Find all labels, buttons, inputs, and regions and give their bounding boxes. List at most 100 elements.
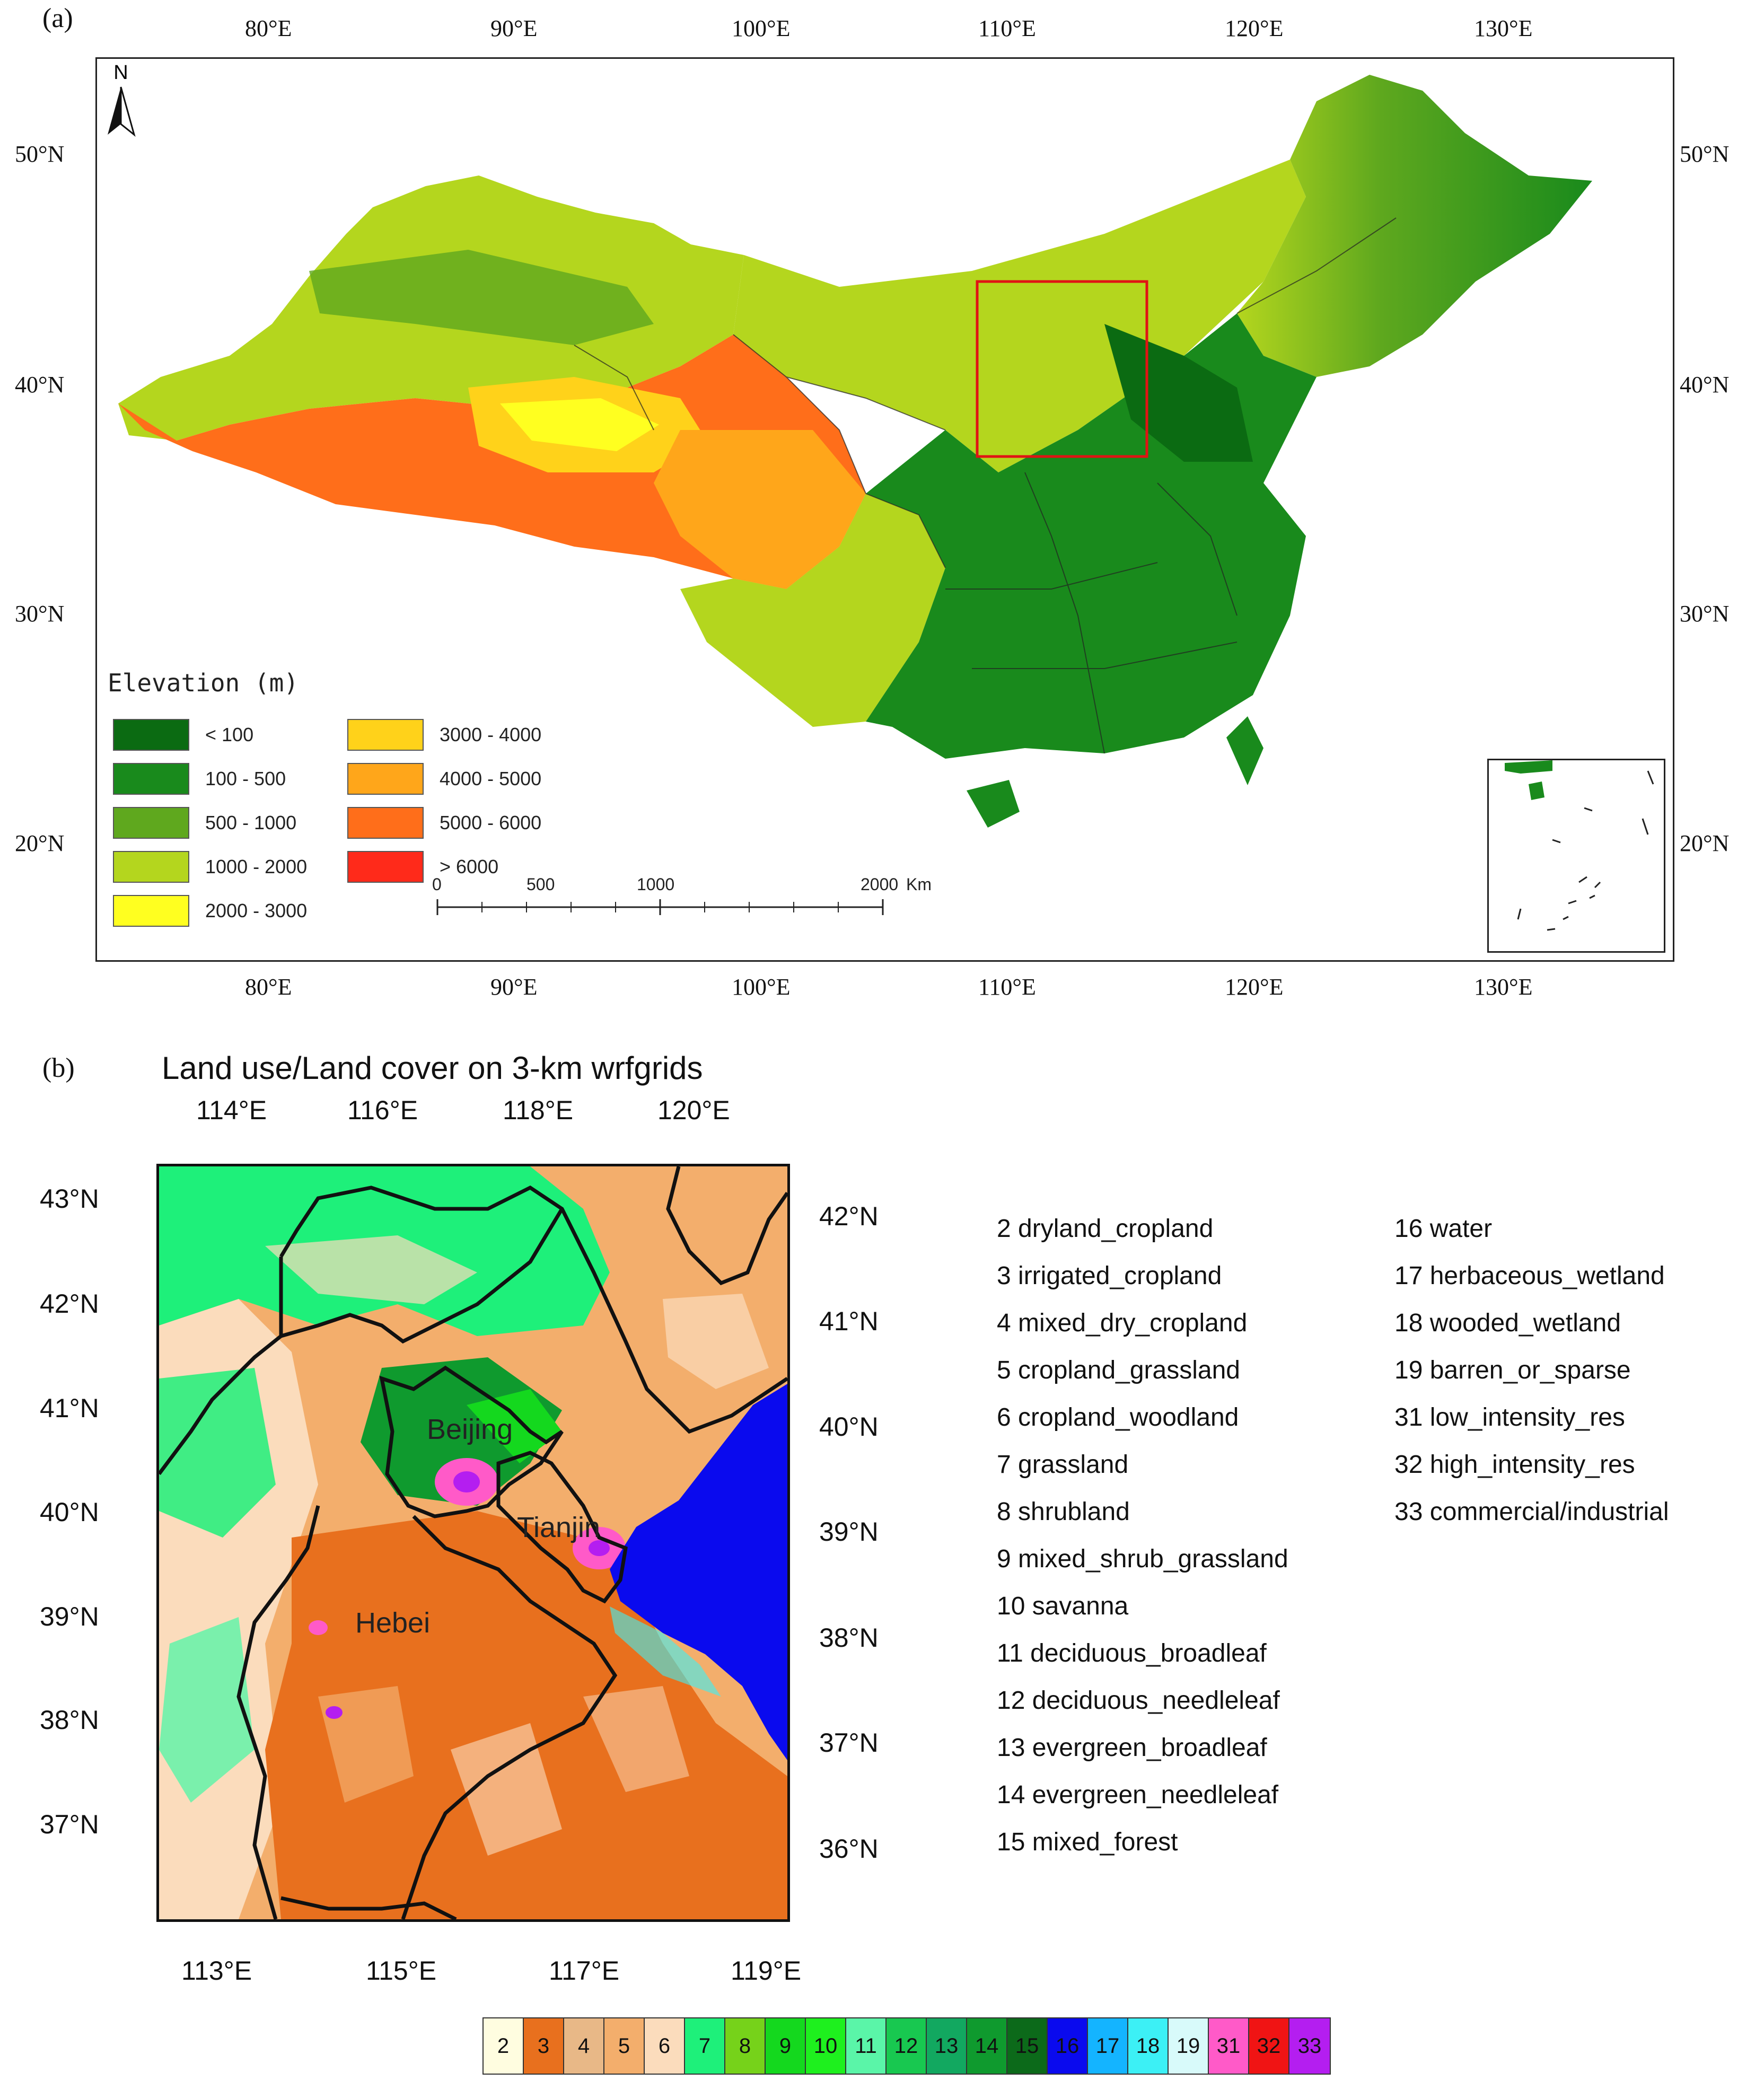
class-item: 8 shrubland [997, 1498, 1130, 1526]
colorbar-cell: 16 [1048, 2018, 1088, 2074]
lat-tick: 42°N [819, 1201, 879, 1231]
lat-tick: 38°N [819, 1623, 879, 1653]
lon-tick: 114°E [196, 1095, 267, 1125]
colorbar-cell: 6 [645, 2018, 685, 2074]
legend-item: 3000 - 4000 [347, 719, 541, 751]
legend-title: Elevation (m) [108, 669, 299, 697]
class-item: 31 low_intensity_res [1394, 1403, 1625, 1432]
lon-tick: 90°E [490, 974, 538, 1000]
lat-tick: 39°N [819, 1517, 879, 1547]
legend-item-label: 2000 - 3000 [205, 900, 308, 921]
north-arrow: N [102, 62, 139, 140]
legend-swatch [113, 719, 189, 751]
scale-label: 1000 [637, 875, 675, 894]
legend-item-label: < 100 [205, 724, 254, 745]
lat-tick: 20°N [1680, 830, 1730, 856]
lat-tick: 39°N [40, 1602, 99, 1631]
lat-tick: 40°N [819, 1412, 879, 1442]
class-item: 32 high_intensity_res [1394, 1451, 1635, 1479]
class-item: 16 water [1394, 1215, 1493, 1243]
class-item: 33 commercial/industrial [1394, 1498, 1669, 1526]
class-item: 7 grassland [997, 1451, 1129, 1479]
scale-unit: Km [906, 875, 932, 894]
legend-swatch [113, 895, 189, 927]
place-label-beijing: Beijing [427, 1413, 513, 1445]
colorbar-cell: 19 [1169, 2018, 1209, 2074]
colorbar-cell: 31 [1209, 2018, 1249, 2074]
class-item: 13 evergreen_broadleaf [997, 1734, 1267, 1762]
elevation-legend: Elevation (m) [108, 669, 299, 697]
colorbar-cell: 18 [1128, 2018, 1169, 2074]
class-item: 11 deciduous_broadleaf [997, 1639, 1267, 1667]
lon-tick: 80°E [245, 15, 292, 41]
lon-tick: 100°E [732, 15, 791, 41]
legend-item-label: > 6000 [440, 856, 499, 877]
lat-tick: 37°N [40, 1810, 99, 1839]
colorbar-cell: 3 [524, 2018, 564, 2074]
landuse-map: Beijing Tianjin Hebei [156, 1164, 790, 1922]
colorbar-cell: 9 [766, 2018, 806, 2074]
colorbar-cell: 33 [1289, 2018, 1330, 2074]
north-arrow-icon [108, 86, 136, 137]
lat-tick: 40°N [40, 1497, 99, 1527]
china-elevation-svg [118, 75, 1592, 828]
class-item: 4 mixed_dry_cropland [997, 1309, 1248, 1337]
colorbar-cell: 11 [846, 2018, 887, 2074]
landuse-colorbar: 2 3 4 5 6 7 8 9 10 11 12 13 14 15 16 17 18 19 31 32 33 [482, 2017, 1331, 2075]
lon-tick: 130°E [1474, 15, 1533, 41]
legend-swatch [347, 719, 424, 751]
province-borders-b [159, 1166, 787, 1919]
legend-item: 5000 - 6000 [347, 807, 541, 839]
class-item: 10 savanna [997, 1592, 1129, 1620]
lon-tick: 118°E [503, 1095, 574, 1125]
colorbar-cell: 17 [1088, 2018, 1128, 2074]
legend-item: 500 - 1000 [113, 807, 296, 839]
lon-tick: 110°E [978, 15, 1036, 41]
lon-tick: 115°E [366, 1956, 437, 1986]
class-item: 15 mixed_forest [997, 1828, 1178, 1856]
lat-tick: 40°N [1680, 372, 1730, 398]
place-label-hebei: Hebei [355, 1607, 431, 1639]
class-item: 19 barren_or_sparse [1394, 1356, 1631, 1384]
legend-item: < 100 [113, 719, 253, 751]
scale-label: 500 [526, 875, 555, 894]
legend-item: 2000 - 3000 [113, 895, 307, 927]
colorbar-cell: 2 [484, 2018, 524, 2074]
legend-swatch [113, 851, 189, 883]
colorbar-cell: 8 [725, 2018, 766, 2074]
legend-item-label: 3000 - 4000 [440, 724, 542, 745]
colorbar-cell: 14 [967, 2018, 1007, 2074]
class-item: 9 mixed_shrub_grassland [997, 1545, 1288, 1573]
study-area-box [976, 280, 1148, 458]
qaidam-highlands [500, 398, 659, 451]
legend-swatch [347, 851, 424, 883]
legend-swatch [347, 807, 424, 839]
east-tibet [654, 430, 866, 589]
colorbar-cell: 5 [604, 2018, 645, 2074]
north-label: N [113, 62, 128, 84]
lon-tick: 110°E [978, 974, 1036, 1000]
lon-tick: 113°E [181, 1956, 252, 1986]
landuse-map-svg [159, 1166, 787, 1919]
inset-map-svg [1505, 760, 1654, 931]
legend-item-label: 500 - 1000 [205, 812, 297, 833]
lat-tick: 50°N [15, 141, 65, 167]
lon-tick: 120°E [657, 1095, 730, 1125]
legend-item: > 6000 [347, 851, 498, 883]
legend-swatch [113, 763, 189, 795]
northeast-region [1237, 75, 1592, 377]
lon-tick: 120°E [1225, 974, 1284, 1000]
legend-item-label: 1000 - 2000 [205, 856, 308, 877]
colorbar-cell: 7 [685, 2018, 725, 2074]
legend-item: 1000 - 2000 [113, 851, 307, 883]
panel-a-label: (a) [42, 3, 73, 33]
province-borders [574, 217, 1397, 754]
lat-tick: 30°N [1680, 601, 1730, 627]
lat-tick: 20°N [15, 830, 65, 856]
lon-tick: 90°E [490, 15, 538, 41]
lon-tick: 130°E [1474, 974, 1533, 1000]
lat-tick: 36°N [819, 1834, 879, 1864]
legend-item: 4000 - 5000 [347, 763, 541, 795]
south-china-sea-inset [1487, 759, 1665, 953]
scale-label: 2000 [861, 875, 899, 894]
